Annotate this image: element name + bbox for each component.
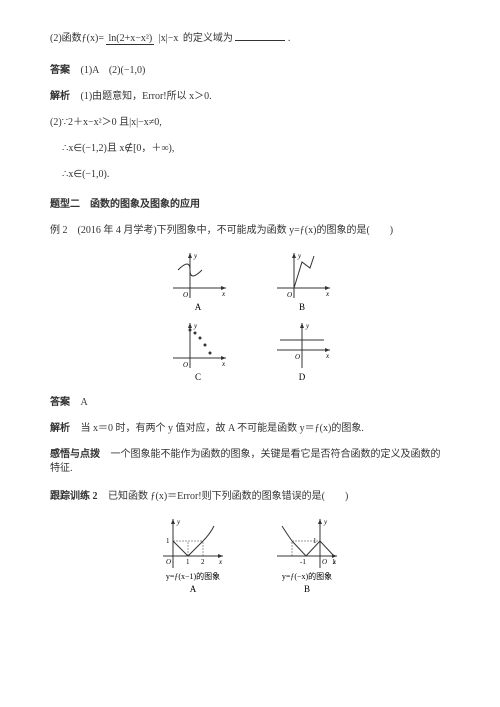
track2-post: 则下列函数的图象错误的是( )	[202, 491, 349, 502]
label-b: B	[272, 302, 332, 312]
ans1-label: 答案	[50, 65, 70, 76]
svg-text:O: O	[287, 291, 292, 299]
graph-b: O x y B	[272, 250, 332, 312]
svg-text:y: y	[323, 518, 328, 526]
bottom-sub-a: y=ƒ(x−1)的图象	[158, 571, 228, 582]
graph-row-cd: O x y C O x y D	[50, 320, 450, 382]
q2-end: .	[288, 33, 291, 44]
svg-text:2: 2	[201, 558, 205, 566]
analysis-1-line1: 解析 (1)由题意知，Error!所以 x＞0.	[50, 90, 450, 104]
analysis-1-line3: ∴x∈(−1,2)且 x∉[0，＋∞),	[50, 142, 450, 156]
section-2-title: 题型二 函数的图象及图象的应用	[50, 198, 450, 212]
svg-text:-1: -1	[300, 558, 306, 566]
gw-text: 一个图象能不能作为函数的图象，关键是看它是否符合函数的定义及函数的特征.	[50, 449, 441, 474]
graph-a-svg: O x y	[168, 250, 228, 300]
jx1-l1a: (1)由题意知，	[81, 91, 143, 102]
jx2-label: 解析	[50, 423, 70, 434]
q2-fraction: ln(2+x−x²) |x|−x	[106, 32, 180, 46]
answer-1: 答案 (1)A (2)(−1,0)	[50, 64, 450, 78]
ans1-text: (1)A (2)(−1,0)	[81, 65, 146, 76]
graph-b-svg: O x y	[272, 250, 332, 300]
svg-text:x: x	[221, 290, 226, 298]
bottom-a-svg: O x y 1 1 2	[158, 516, 228, 571]
example-2: 例 2 (2016 年 4 月学考)下列图象中，不可能成为函数 y=ƒ(x)的图…	[50, 224, 450, 238]
jx1-label: 解析	[50, 91, 70, 102]
svg-text:O: O	[183, 361, 188, 369]
ans2-text: A	[81, 397, 88, 408]
graph-d-svg: O x y	[272, 320, 332, 370]
bottom-graph-b: O x y 1 -1 1 y=ƒ(−x)的图象 B	[272, 516, 342, 594]
problem-2: (2)函数ƒ(x)= ln(2+x−x²) |x|−x 的定义域为 .	[50, 30, 450, 46]
graph-d: O x y D	[272, 320, 332, 382]
track2-pre: 已知函数 ƒ(x)＝	[108, 491, 177, 502]
q2-prefix: (2)函数ƒ(x)=	[50, 33, 104, 44]
bottom-sub-b: y=ƒ(−x)的图象	[272, 571, 342, 582]
analysis-1-line4: ∴x∈(−1,0).	[50, 168, 450, 182]
graph-row-ab: O x y A O x y B	[50, 250, 450, 312]
jx1-err: Error!	[142, 91, 166, 102]
jx2-text: 当 x＝0 时，有两个 y 值对应，故 A 不可能是函数 y＝ƒ(x)的图象.	[81, 423, 364, 434]
graph-c: O x y C	[168, 320, 228, 382]
svg-text:x: x	[325, 352, 330, 360]
svg-text:1: 1	[313, 537, 317, 545]
svg-text:y: y	[193, 252, 198, 260]
q2-num: ln(2+x−x²)	[106, 33, 154, 45]
svg-text:y: y	[305, 322, 310, 330]
jx1-l1b: 所以 x＞0.	[167, 91, 212, 102]
label-d: D	[272, 372, 332, 382]
blank-line	[235, 30, 285, 41]
svg-text:O: O	[322, 558, 327, 566]
svg-text:O: O	[295, 353, 300, 361]
svg-text:O: O	[183, 291, 188, 299]
svg-text:O: O	[166, 558, 171, 566]
label-c: C	[168, 372, 228, 382]
ans2-label: 答案	[50, 397, 70, 408]
svg-text:x: x	[325, 290, 330, 298]
label-a: A	[168, 302, 228, 312]
bottom-label-a: A	[158, 584, 228, 594]
svg-text:y: y	[297, 252, 302, 260]
svg-text:y: y	[176, 518, 181, 526]
track2-label: 跟踪训练 2	[50, 491, 98, 502]
bottom-graph-row: O x y 1 1 2 y=ƒ(x−1)的图象 A O x y 1 -1 1 y…	[50, 516, 450, 594]
gw-label: 感悟与点拨	[50, 449, 100, 460]
graph-a: O x y A	[168, 250, 228, 312]
track2-err: Error!	[177, 491, 201, 502]
bottom-graph-a: O x y 1 1 2 y=ƒ(x−1)的图象 A	[158, 516, 228, 594]
graph-c-svg: O x y	[168, 320, 228, 370]
bottom-b-svg: O x y 1 -1 1	[272, 516, 342, 571]
answer-2: 答案 A	[50, 396, 450, 410]
q2-den: |x|−x	[157, 33, 181, 44]
svg-text:1: 1	[332, 558, 336, 566]
svg-text:1: 1	[166, 537, 170, 545]
ganwu: 感悟与点拨 一个图象能不能作为函数的图象，关键是看它是否符合函数的定义及函数的特…	[50, 448, 450, 476]
svg-text:y: y	[193, 322, 198, 330]
analysis-2: 解析 当 x＝0 时，有两个 y 值对应，故 A 不可能是函数 y＝ƒ(x)的图…	[50, 422, 450, 436]
svg-text:x: x	[218, 558, 223, 566]
track-training-2: 跟踪训练 2 已知函数 ƒ(x)＝Error!则下列函数的图象错误的是( )	[50, 490, 450, 504]
bottom-label-b: B	[272, 584, 342, 594]
svg-text:x: x	[221, 360, 226, 368]
analysis-1-line2: (2)∵2＋x−x²＞0 且|x|−x≠0,	[50, 116, 450, 130]
svg-text:1: 1	[186, 558, 190, 566]
q2-suffix: 的定义域为	[183, 33, 233, 44]
